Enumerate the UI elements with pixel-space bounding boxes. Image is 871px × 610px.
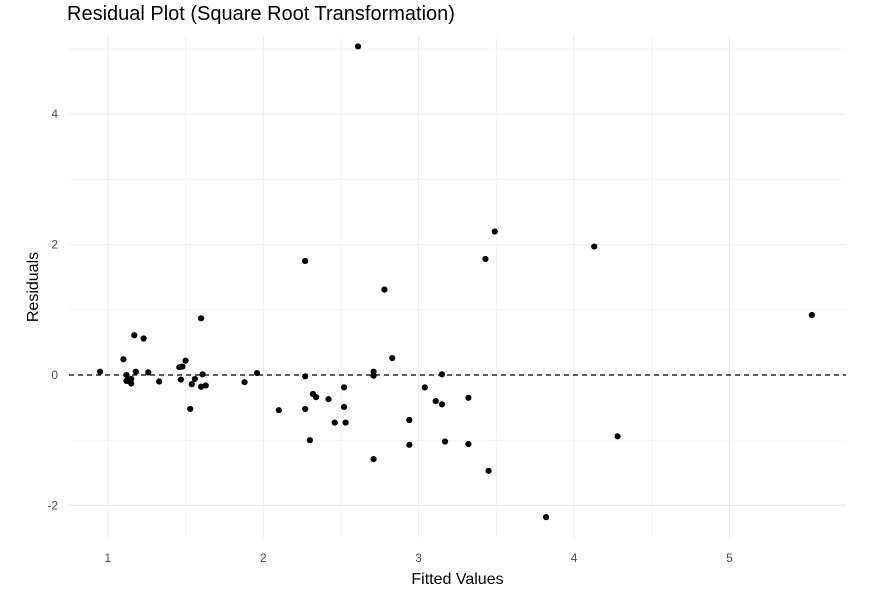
data-point [406, 416, 413, 424]
data-point [132, 368, 139, 375]
data-point [614, 433, 621, 440]
data-point [156, 378, 163, 385]
x-axis-title: Fitted Values [411, 571, 503, 588]
y-tick-label: 4 [51, 107, 58, 121]
data-point [465, 394, 472, 401]
data-point [123, 371, 130, 379]
data-point [421, 384, 428, 391]
minor-gridlines [69, 36, 846, 538]
data-point [542, 514, 550, 521]
data-point [485, 467, 492, 474]
data-point [438, 371, 446, 378]
data-point [191, 375, 198, 383]
data-point [482, 255, 489, 263]
data-point [354, 43, 362, 50]
data-point [302, 405, 309, 413]
data-points [96, 43, 815, 521]
data-point [438, 401, 446, 408]
y-axis-title: Residuals [25, 252, 42, 322]
data-point [302, 257, 309, 265]
data-point [197, 315, 205, 322]
major-gridlines [69, 36, 846, 538]
data-point [182, 357, 189, 364]
data-point [441, 438, 449, 445]
x-tick-label: 1 [105, 551, 112, 565]
data-point [177, 376, 184, 383]
data-point [199, 371, 206, 378]
x-tick-label: 4 [571, 551, 578, 565]
y-tick-label: -2 [47, 498, 58, 512]
x-tick-label: 2 [260, 551, 267, 565]
chart-title: Residual Plot (Square Root Transformatio… [67, 3, 455, 25]
data-point [302, 373, 309, 380]
y-tick-label: 2 [51, 238, 58, 252]
data-point [179, 363, 186, 370]
y-tick-label: 0 [51, 368, 58, 382]
data-point [120, 356, 127, 363]
data-point [381, 286, 388, 293]
data-point [187, 405, 194, 413]
data-point [465, 441, 472, 448]
data-point [188, 381, 195, 388]
data-point [128, 375, 135, 383]
data-point [808, 311, 815, 319]
data-point [312, 394, 320, 401]
x-tick-label: 5 [726, 551, 733, 565]
data-point [131, 332, 138, 339]
data-point [370, 372, 377, 379]
data-point [331, 419, 338, 426]
data-point [406, 441, 413, 448]
data-point [140, 335, 147, 342]
data-point [241, 379, 248, 386]
data-point [340, 403, 348, 411]
data-point [145, 369, 152, 376]
data-point [342, 419, 349, 426]
x-axis-tick-labels: 1 2 3 4 5 [105, 551, 734, 565]
data-point [325, 396, 332, 403]
data-point [591, 243, 598, 250]
data-point [275, 407, 282, 414]
data-point [253, 369, 261, 377]
data-point [432, 397, 439, 405]
data-point [128, 380, 135, 387]
data-point [491, 228, 498, 235]
data-point [202, 382, 209, 389]
y-axis-tick-labels: -2 0 2 4 [47, 107, 58, 512]
data-point [340, 384, 348, 391]
x-tick-label: 3 [415, 551, 422, 565]
data-point [123, 377, 130, 384]
data-point [389, 354, 396, 362]
data-point [197, 383, 205, 390]
data-point [96, 368, 104, 375]
data-point [306, 437, 313, 444]
data-point [370, 456, 377, 463]
